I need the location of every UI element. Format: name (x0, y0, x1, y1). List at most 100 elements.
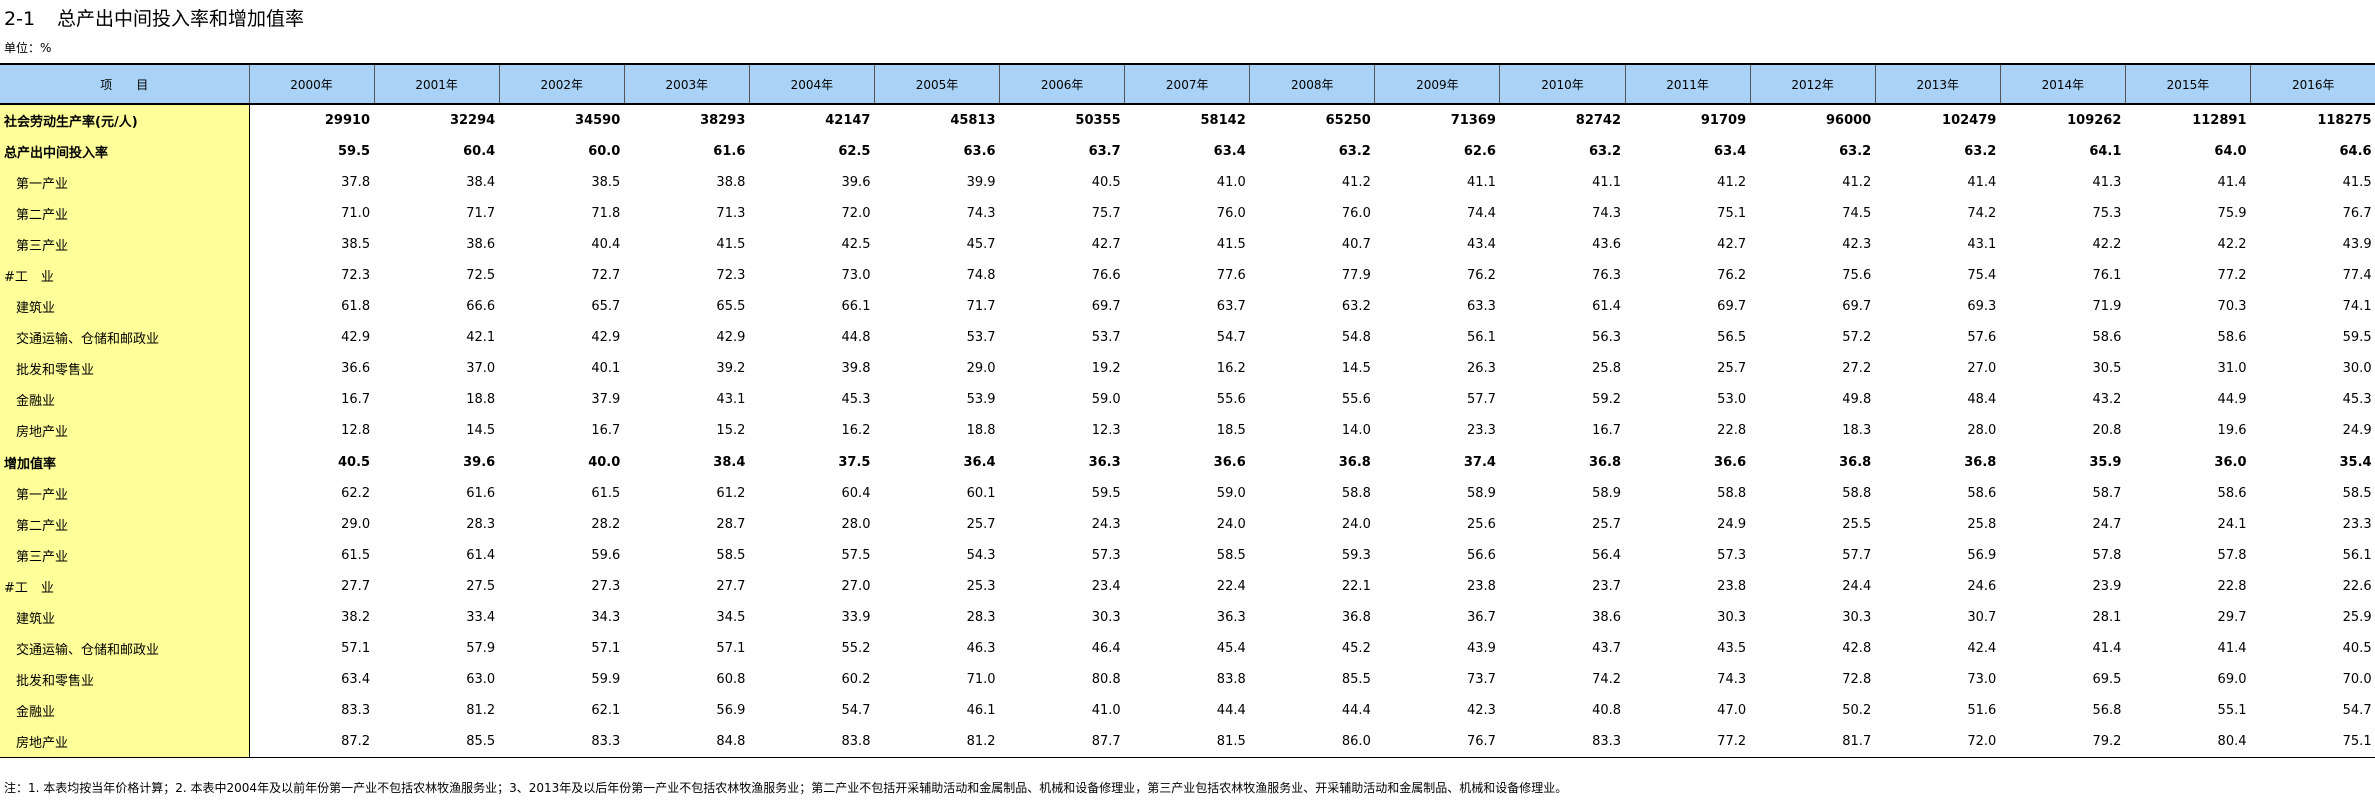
table-cell: 28.3 (966, 609, 996, 625)
table-cell: 42.5 (841, 237, 871, 253)
table-cell: 118275 (2317, 113, 2372, 129)
table-cell: 19.2 (1091, 361, 1121, 377)
table-cell: 23.9 (2092, 578, 2122, 594)
table-cell: 74.1 (2342, 299, 2372, 315)
row-label: 第二产业 (0, 508, 250, 540)
table-cell: 71.0 (966, 671, 996, 687)
table-cell: 64.0 (2214, 144, 2247, 160)
table-cell: 63.3 (1466, 299, 1496, 315)
table-cell: 58.5 (1216, 547, 1246, 563)
column-header-year: 2016年 (2249, 63, 2375, 105)
row-label: 总产出中间投入率 (0, 136, 250, 168)
table-cell: 41.1 (1466, 175, 1496, 191)
table-cell: 35.4 (2339, 454, 2372, 470)
table-cell: 83.8 (1216, 671, 1246, 687)
table-cell: 60.4 (841, 485, 871, 501)
table-cell: 57.8 (2092, 547, 2122, 563)
row-label: 金融业 (0, 384, 250, 416)
table-cell: 56.4 (1592, 547, 1622, 563)
table-cell: 33.4 (466, 609, 496, 625)
table-cell: 41.4 (2217, 640, 2247, 656)
row-label: 建筑业 (0, 601, 250, 633)
table-cell: 33.9 (841, 609, 871, 625)
column-header-year: 2009年 (1374, 63, 1500, 105)
table-cell: 59.0 (1091, 392, 1121, 408)
table-cell: 42.9 (341, 330, 371, 346)
table-cell: 25.6 (1466, 516, 1496, 532)
table-cell: 24.0 (1341, 516, 1371, 532)
table-cell: 76.3 (1592, 268, 1622, 284)
table-row: 批发和零售业 63.4 63.0 59.9 60.8 60.2 71.0 80.8 83.8 85… (0, 663, 2375, 695)
table-cell: 41.3 (2092, 175, 2122, 191)
page-title: 2-1 总产出中间投入率和增加值率 (4, 2, 304, 36)
table-cell: 25.8 (1592, 361, 1622, 377)
table-cell: 44.9 (2217, 392, 2247, 408)
table-cell: 61.4 (466, 547, 496, 563)
table-cell: 12.3 (1091, 423, 1121, 439)
table-cell: 61.5 (591, 485, 621, 501)
table-cell: 59.9 (591, 671, 621, 687)
table-cell: 74.8 (966, 268, 996, 284)
table-cell: 37.0 (466, 361, 496, 377)
table-cell: 38.4 (713, 454, 746, 470)
row-label: 房地产业 (0, 725, 250, 758)
table-cell: 42147 (825, 113, 871, 129)
table-cell: 64.6 (2339, 144, 2372, 160)
table-row: 第三产业 38.5 38.6 40.4 41.5 42.5 45.7 42.7 41.5 40.7… (0, 229, 2375, 261)
table-cell: 46.1 (966, 702, 996, 718)
table-cell: 45.2 (1341, 640, 1371, 656)
table-cell: 37.9 (591, 392, 621, 408)
table-cell: 63.4 (1714, 144, 1747, 160)
table-cell: 74.3 (1717, 671, 1747, 687)
table-cell: 77.6 (1216, 268, 1246, 284)
table-cell: 31.0 (2217, 361, 2247, 377)
table-cell: 36.3 (1088, 454, 1121, 470)
table-cell: 28.0 (1967, 423, 1997, 439)
table-cell: 19.6 (2217, 423, 2247, 439)
table-cell: 41.5 (1216, 237, 1246, 253)
data-table: 项 目 2000年 2001年 2002年 2003年 2004年 2005年 2006年 2… (0, 63, 2375, 758)
table-cell: 69.7 (1842, 299, 1872, 315)
table-cell: 87.7 (999, 725, 1125, 758)
table-cell: 48.4 (1967, 392, 1997, 408)
column-header-year: 2012年 (1749, 63, 1876, 105)
table-cell: 46.4 (1091, 640, 1121, 656)
table-row: 第一产业 62.2 61.6 61.5 61.2 60.4 60.1 59.5 59.0 58.8… (0, 477, 2375, 509)
table-cell: 71369 (1450, 113, 1496, 129)
table-cell: 80.8 (1091, 671, 1121, 687)
table-cell: 66.6 (466, 299, 496, 315)
table-cell: 22.8 (1717, 423, 1747, 439)
row-label: 第一产业 (0, 167, 250, 199)
table-cell: 86.0 (1249, 725, 1375, 758)
table-cell: 76.7 (2342, 206, 2372, 222)
table-cell: 71.9 (2092, 299, 2122, 315)
table-cell: 58.6 (2092, 330, 2122, 346)
column-header-year: 2006年 (999, 63, 1125, 105)
table-cell: 14.5 (466, 423, 496, 439)
table-cell: 58.8 (1842, 485, 1872, 501)
table-cell: 69.7 (1717, 299, 1747, 315)
table-cell: 36.6 (341, 361, 371, 377)
table-cell: 54.7 (841, 702, 871, 718)
table-cell: 40.5 (338, 454, 371, 470)
table-cell: 80.4 (2125, 725, 2251, 758)
table-cell: 53.7 (966, 330, 996, 346)
column-header-year: 2004年 (748, 63, 875, 105)
row-label: 第一产业 (0, 477, 250, 509)
table-cell: 81.2 (874, 725, 1000, 758)
table-cell: 96000 (1825, 113, 1872, 129)
table-cell: 72.0 (1875, 725, 2001, 758)
table-cell: 72.0 (841, 206, 871, 222)
table-cell: 16.7 (591, 423, 621, 439)
table-cell: 43.7 (1592, 640, 1622, 656)
table-cell: 18.5 (1216, 423, 1246, 439)
table-cell: 37.5 (838, 454, 871, 470)
table-cell: 60.1 (966, 485, 996, 501)
table-cell: 63.2 (1588, 144, 1622, 160)
table-cell: 39.6 (463, 454, 496, 470)
table-cell: 42.1 (466, 330, 496, 346)
table-cell: 69.7 (1091, 299, 1121, 315)
table-cell: 41.2 (1341, 175, 1371, 191)
table-cell: 39.8 (841, 361, 871, 377)
table-cell: 65.7 (591, 299, 621, 315)
